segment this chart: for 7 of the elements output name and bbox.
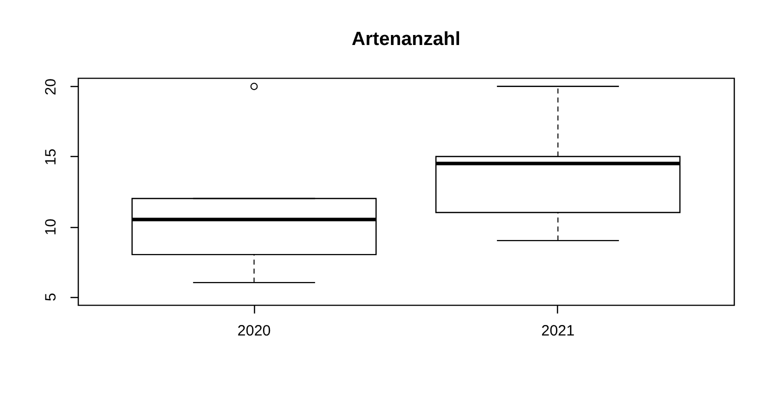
- y-tick-label: 15: [42, 148, 60, 166]
- y-tick-label: 10: [42, 218, 60, 236]
- y-tick-label: 20: [42, 78, 60, 96]
- x-tick-label: 2021: [541, 322, 575, 340]
- chart-title: Artenanzahl: [352, 29, 460, 50]
- x-tick-label: 2020: [237, 322, 271, 340]
- y-tick-label: 5: [42, 292, 60, 302]
